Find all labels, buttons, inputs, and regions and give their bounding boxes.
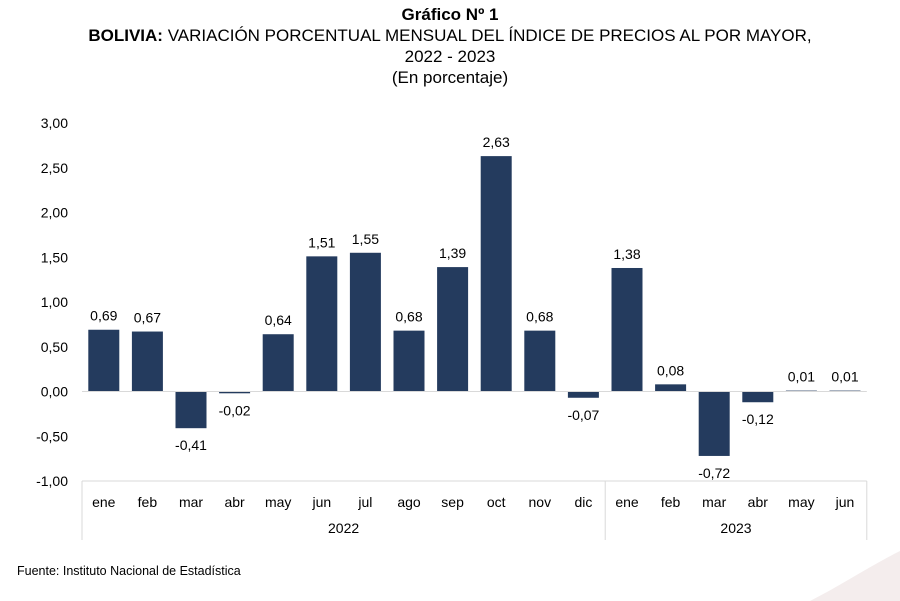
- x-tick-label: jun: [311, 494, 331, 510]
- bar: [742, 391, 774, 403]
- bar: [524, 330, 556, 392]
- data-label: 1,39: [439, 245, 466, 261]
- data-label: 0,69: [90, 308, 117, 324]
- y-tick-label: 0,00: [41, 384, 68, 400]
- decorative-corner-swoosh: [810, 551, 900, 601]
- chart-subtitle-country: BOLIVIA:: [88, 26, 163, 45]
- source-note: Fuente: Instituto Nacional de Estadístic…: [17, 564, 241, 578]
- y-tick-label: 1,00: [41, 294, 68, 310]
- data-label: 1,51: [308, 234, 335, 250]
- bar: [437, 267, 469, 392]
- data-label: 2,63: [483, 134, 510, 150]
- year-group-label: 2022: [328, 520, 359, 536]
- chart-subtitle-years: 2022 - 2023: [404, 47, 496, 66]
- bar: [175, 391, 207, 429]
- x-tick-label: nov: [529, 494, 552, 510]
- x-tick-label: sep: [441, 494, 464, 510]
- bar: [262, 334, 294, 392]
- bar: [655, 384, 687, 392]
- bar-chart: 3,00 2,50 2,00 1,50 1,00 0,50 0,00 -0,50 -1,00 0,…: [36, 115, 868, 540]
- data-label: 0,64: [265, 312, 292, 328]
- x-tick-label: oct: [487, 494, 506, 510]
- y-tick-label: -0,50: [36, 428, 68, 444]
- bar: [219, 391, 251, 394]
- y-tick-label: 2,50: [41, 160, 68, 176]
- y-tick-label: 3,00: [41, 115, 68, 131]
- bar: [611, 267, 643, 392]
- x-tick-label: jun: [835, 494, 855, 510]
- y-tick-label: -1,00: [36, 473, 68, 489]
- year-group-label: 2023: [720, 520, 751, 536]
- bar: [131, 331, 163, 392]
- data-label: -0,07: [567, 407, 599, 423]
- x-tick-label: may: [788, 494, 814, 510]
- data-label: -0,41: [175, 437, 207, 453]
- y-tick-label: 2,00: [41, 205, 68, 221]
- x-tick-label: feb: [138, 494, 158, 510]
- data-label: 0,68: [395, 309, 422, 325]
- x-tick-label: ene: [615, 494, 639, 510]
- data-label: 1,38: [613, 246, 640, 262]
- bar: [567, 391, 599, 398]
- bar: [393, 330, 425, 392]
- chart-title: Gráfico Nº 1: [401, 5, 499, 24]
- x-tick-label: jul: [357, 494, 372, 510]
- data-label: -0,02: [219, 402, 251, 418]
- x-tick-label: may: [265, 494, 291, 510]
- x-tick-label: abr: [224, 494, 245, 510]
- chart-unit-note: (En porcentaje): [391, 68, 509, 87]
- data-label: 0,01: [788, 369, 815, 385]
- x-tick-label: feb: [661, 494, 681, 510]
- data-label: 0,68: [526, 309, 553, 325]
- x-tick-label: mar: [179, 494, 203, 510]
- x-tick-label: mar: [702, 494, 726, 510]
- data-label: -0,72: [698, 465, 730, 481]
- y-tick-label: 1,50: [41, 249, 68, 265]
- x-tick-label: abr: [748, 494, 769, 510]
- data-label: 0,67: [134, 310, 161, 326]
- x-tick-label: ago: [397, 494, 421, 510]
- chart-subtitle-text: VARIACIÓN PORCENTUAL MENSUAL DEL ÍNDICE …: [162, 26, 812, 45]
- data-label: 0,01: [831, 369, 858, 385]
- bar: [306, 256, 338, 392]
- x-tick-label: ene: [92, 494, 116, 510]
- bar: [349, 252, 381, 392]
- chart-subtitle: BOLIVIA: VARIACIÓN PORCENTUAL MENSUAL DE…: [0, 25, 900, 46]
- x-tick-label: dic: [574, 494, 592, 510]
- bar: [480, 156, 512, 392]
- y-tick-label: 0,50: [41, 339, 68, 355]
- bar: [88, 329, 120, 392]
- bar: [698, 391, 730, 456]
- data-label: 0,08: [657, 362, 684, 378]
- data-label: 1,55: [352, 231, 379, 247]
- data-label: -0,12: [742, 411, 774, 427]
- chart-title-block: Gráfico Nº 1 BOLIVIA: VARIACIÓN PORCENTU…: [0, 4, 900, 88]
